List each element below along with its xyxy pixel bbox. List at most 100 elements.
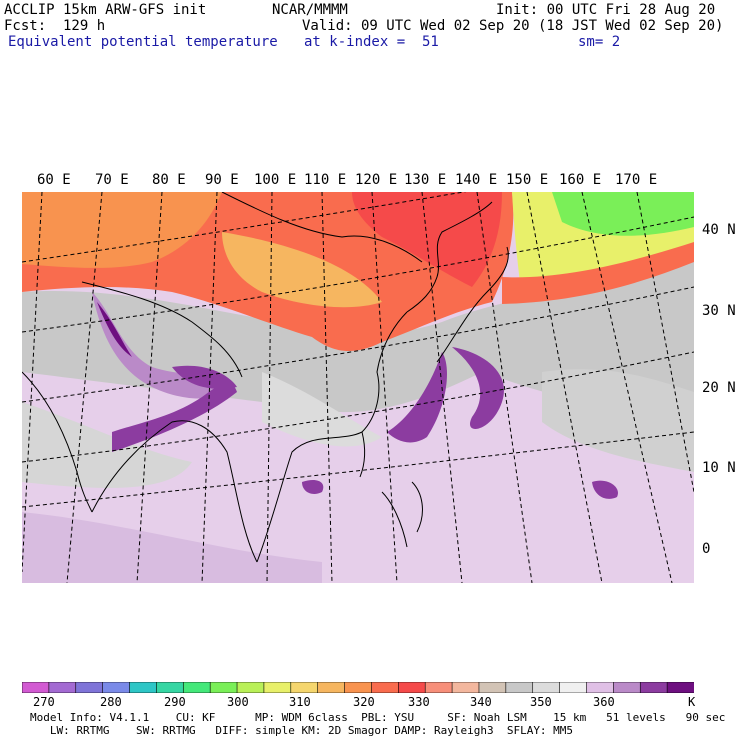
- purple-cluster-south-china-sea: [302, 480, 324, 494]
- colorbar-swatch: [666, 682, 694, 693]
- lon-label-150e: 150 E: [506, 172, 549, 188]
- coastlines: [22, 192, 509, 563]
- purple-cluster-bangladesh: [172, 365, 237, 389]
- model-info-line1: Model Info: V4.1.1 CU: KF MP: WDM 6class…: [30, 711, 726, 724]
- lat-label-20n: 20 N: [702, 380, 736, 396]
- colorbar-swatch: [613, 682, 642, 693]
- colorbar-swatch: [371, 682, 400, 693]
- warm-band-west: [22, 192, 222, 268]
- coast-taiwan: [359, 431, 366, 478]
- colorbar-label-320: 320: [353, 695, 375, 709]
- warm-band-center: [222, 232, 382, 308]
- colorbar-swatch: [344, 682, 373, 693]
- colorbar-swatch: [263, 682, 292, 693]
- purple-cluster-pacific: [592, 480, 618, 499]
- coast-indochina-china: [256, 311, 408, 563]
- purple-deep-tibet: [97, 302, 132, 357]
- meridian-90e: [201, 192, 218, 583]
- coast-japan: [436, 246, 509, 363]
- colorbar-swatch: [639, 682, 668, 693]
- meridian-170e: [636, 192, 694, 493]
- lon-label-70e: 70 E: [95, 172, 129, 188]
- colorbar-swatch: [398, 682, 427, 693]
- colorbar-swatch: [424, 682, 453, 693]
- model-info-line2: LW: RRTMG SW: RRTMG DIFF: simple KM: 2D …: [30, 724, 574, 737]
- colorbar-swatch: [559, 682, 588, 693]
- lat-label-10n: 10 N: [702, 460, 736, 476]
- coast-india-west: [22, 371, 93, 513]
- lon-label-80e: 80 E: [152, 172, 186, 188]
- lat-label-0: 0: [702, 541, 711, 557]
- field-name: Equivalent potential temperature: [8, 34, 278, 50]
- colorbar: [22, 682, 694, 693]
- typhoon-spiral: [452, 347, 504, 429]
- parallel-0: [22, 431, 694, 508]
- lon-label-110e: 110 E: [304, 172, 347, 188]
- colorbar-swatch: [48, 682, 77, 693]
- lon-label-130e: 130 E: [404, 172, 447, 188]
- lon-label-90e: 90 E: [205, 172, 239, 188]
- colorbar-label-280: 280: [100, 695, 122, 709]
- meridian-130e: [421, 192, 463, 583]
- parallel-20n: [22, 286, 694, 403]
- graticule: [22, 192, 694, 583]
- lon-label-160e: 160 E: [559, 172, 602, 188]
- colorbar-swatch: [129, 682, 158, 693]
- colorbar-swatch: [478, 682, 507, 693]
- lon-label-100e: 100 E: [254, 172, 297, 188]
- gray-patch-pacific: [542, 369, 694, 472]
- smoothing-label: sm= 2: [578, 34, 621, 50]
- meridian-120e: [371, 192, 398, 583]
- colorbar-swatch: [209, 682, 238, 693]
- meridian-60e: [22, 192, 43, 573]
- meridian-80e: [136, 192, 163, 583]
- meridian-160e: [581, 192, 673, 583]
- init-time: Init: 00 UTC Fri 28 Aug 20: [496, 2, 716, 18]
- forecast-hour: Fcst: 129 h: [4, 18, 106, 34]
- lon-label-170e: 170 E: [615, 172, 658, 188]
- colorbar-swatch: [75, 682, 104, 693]
- theta-e-map: [22, 192, 694, 583]
- colorbar-label-350: 350: [530, 695, 552, 709]
- lon-label-60e: 60 E: [37, 172, 71, 188]
- lon-label-120e: 120 E: [355, 172, 398, 188]
- gray-patch-india: [22, 402, 192, 488]
- valid-time: Valid: 09 UTC Wed 02 Sep 20 (18 JST Wed …: [302, 18, 724, 34]
- purple-light-south: [22, 512, 322, 583]
- colorbar-swatch: [451, 682, 480, 693]
- meridian-140e: [476, 192, 533, 583]
- colorbar-swatch: [532, 682, 561, 693]
- colorbar-swatch: [236, 682, 265, 693]
- colorbar-label-360: 360: [593, 695, 615, 709]
- colorbar-unit: K: [688, 695, 696, 709]
- colorbar-label-300: 300: [227, 695, 249, 709]
- colorbar-label-310: 310: [289, 695, 311, 709]
- coast-bay-of-bengal: [91, 420, 258, 563]
- colorbar-label-290: 290: [164, 695, 186, 709]
- meridian-70e: [66, 192, 103, 583]
- hot-band: [352, 192, 502, 287]
- red-band-east: [502, 242, 694, 304]
- colorbar-label-330: 330: [408, 695, 430, 709]
- parallel-10n: [22, 351, 694, 463]
- purple-band-bay: [112, 382, 237, 452]
- colorbar-swatch: [22, 682, 50, 693]
- colorbar-swatch: [156, 682, 185, 693]
- colorbar-swatch: [182, 682, 211, 693]
- colorbar-label-340: 340: [470, 695, 492, 709]
- gray-patch-china: [262, 372, 382, 447]
- coast-philippines: [381, 481, 423, 548]
- colorbar-swatch: [102, 682, 131, 693]
- colorbar-label-270: 270: [33, 695, 55, 709]
- colorbar-swatch: [586, 682, 615, 693]
- lon-label-140e: 140 E: [455, 172, 498, 188]
- colorbar-swatch: [317, 682, 346, 693]
- coast-korea-manchuria: [406, 201, 493, 313]
- lat-label-40n: 40 N: [702, 222, 736, 238]
- parallel-30n: [22, 216, 694, 333]
- colorbar-swatch: [290, 682, 319, 693]
- purple-band-philippine-sea: [387, 352, 447, 443]
- border-mongolia: [221, 192, 423, 263]
- org-label: NCAR/MMMM: [272, 2, 348, 18]
- colorbar-swatch: [505, 682, 534, 693]
